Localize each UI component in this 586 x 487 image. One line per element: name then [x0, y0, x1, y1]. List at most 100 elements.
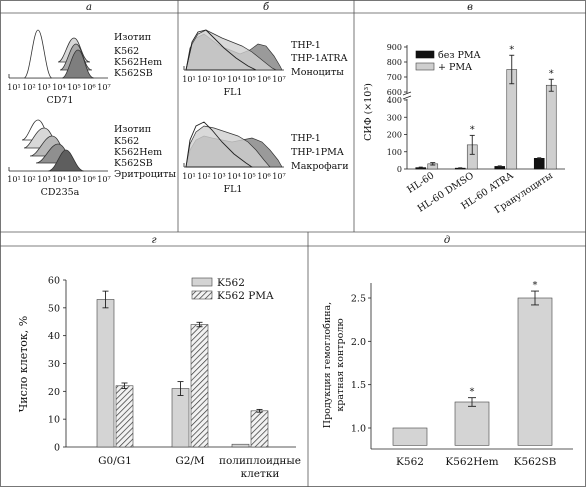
y-tick-label: 900 — [387, 43, 402, 52]
legend-swatch-k562-pma — [191, 290, 213, 300]
tick-label: 10⁶ — [257, 75, 270, 84]
tick-label: 10⁷ — [97, 83, 110, 92]
x-axis-label-cd235a: CD235a — [41, 187, 80, 198]
tick-label: 10² — [197, 75, 210, 84]
tick-label: 10² — [197, 172, 210, 181]
y-tick-label: 60 — [48, 276, 60, 287]
bar-k562 — [231, 443, 250, 448]
tick-label: 10⁴ — [227, 75, 240, 84]
x-axis-label-fl1: FL1 — [224, 184, 243, 195]
bar-hemoglobin — [454, 401, 490, 446]
legend-without-pma: без PMA — [438, 50, 481, 61]
panel-label-g: г — [151, 235, 156, 246]
bar-without-pma — [533, 158, 545, 170]
category-label: G2/M — [175, 455, 205, 467]
bar-with-pma — [545, 84, 557, 170]
isotype-peak — [23, 29, 53, 79]
legend-thp1: THP-1 — [291, 133, 321, 144]
y-tick-label: 300 — [387, 113, 402, 122]
thp1-histogram — [185, 29, 257, 71]
legend-k562: K562 — [114, 46, 139, 57]
bar-k562-pma — [115, 385, 134, 448]
tick-label: 10⁵ — [67, 83, 80, 92]
significance-star: * — [470, 387, 475, 398]
bar-hemoglobin — [392, 427, 428, 446]
legend-k562sb: K562SB — [114, 68, 153, 79]
bar-k562 — [96, 299, 115, 448]
significance-star: * — [549, 68, 554, 79]
legend-swatch-with-pma — [415, 62, 435, 71]
tick-label: 10³ — [212, 75, 225, 84]
category-label: K562 — [396, 456, 424, 468]
tick-label: 10³ — [37, 83, 50, 92]
significance-star: * — [533, 280, 538, 291]
bar-k562 — [171, 388, 190, 448]
tick-label: 10¹ — [7, 175, 20, 184]
panel-b-bottom-ticks: 10¹ 10² 10³ 10⁴ 10⁵ 10⁶ 10⁷ FL1 — [182, 172, 285, 195]
bar-hemoglobin — [517, 297, 553, 446]
panel-a-top-ticks: 10¹ 10² 10³ 10⁴ 10⁵ 10⁶ 10⁷ CD71 — [7, 83, 110, 106]
y-tick-label: 700 — [387, 73, 402, 82]
tick-label: 10² — [22, 83, 35, 92]
legend-isotype: Изотип — [114, 124, 151, 135]
tick-label: 10¹ — [7, 83, 20, 92]
legend-swatch-k562 — [191, 277, 213, 287]
significance-star: * — [470, 124, 475, 135]
y-tick-label: 0 — [397, 165, 402, 174]
category-label: K562SB — [514, 456, 557, 468]
bar-k562-pma — [190, 324, 209, 448]
legend-thp1pma: THP-1PMA — [291, 147, 344, 158]
category-label: K562Hem — [445, 456, 498, 468]
tick-label: 10⁵ — [242, 75, 255, 84]
chart-d: 1.0 1.5 2.0 2.5 Продукция гемоглобина, кратна… — [322, 280, 573, 468]
category-label: клетки — [241, 468, 280, 480]
legend-monocytes: Моноциты — [291, 67, 344, 78]
chart-g: 0 10 20 30 40 50 60 Число клеток, % G0/G1 G2/M пол… — [17, 276, 301, 481]
y-tick-label: 50 — [48, 303, 60, 314]
legend-k562sb: K562SB — [114, 158, 153, 169]
category-label: HL-60 — [405, 170, 436, 196]
y-axis-label-line1: Продукция гемоглобина, — [322, 302, 333, 428]
y-tick-label: 10 — [48, 415, 60, 426]
panel-b-bottom-histogram — [183, 121, 284, 168]
bar-with-pma — [506, 69, 518, 170]
y-tick-label: 2.5 — [351, 294, 366, 305]
y-tick-label: 600 — [387, 88, 402, 97]
axis-break-mark — [402, 95, 412, 100]
tick-label: 10¹ — [182, 172, 195, 181]
category-label: G0/G1 — [98, 455, 132, 467]
panel-label-a: а — [86, 2, 92, 13]
y-tick-label: 40 — [48, 331, 60, 342]
tick-label: 10⁷ — [272, 75, 285, 84]
panel-a-bottom-histogram — [8, 119, 108, 172]
tick-label: 10⁶ — [82, 175, 95, 184]
legend-thp1: THP-1 — [291, 40, 321, 51]
legend-k562hem: K562Hem — [114, 147, 162, 158]
tick-label: 10³ — [212, 172, 225, 181]
legend-macrophages: Макрофаги — [291, 161, 349, 172]
tick-label: 10⁴ — [52, 83, 65, 92]
tick-label: 10⁴ — [52, 175, 65, 184]
erythrocytes-peak — [47, 149, 85, 172]
panel-b-top-legend: THP-1 THP-1ATRA Моноциты — [291, 40, 348, 78]
category-label: полиплоидные — [219, 455, 301, 467]
panel-a-bottom-legend: Изотип K562 K562Hem K562SB Эритроциты — [114, 124, 176, 180]
y-tick-label: 800 — [387, 58, 402, 67]
tick-label: 10⁵ — [67, 175, 80, 184]
bar-k562-pma — [250, 410, 269, 448]
panel-label-b: б — [263, 2, 270, 13]
axis-break-mark — [402, 91, 412, 96]
y-tick-label: 20 — [48, 387, 60, 398]
tick-label: 10⁷ — [272, 172, 285, 181]
y-tick-label: 400 — [387, 96, 402, 105]
thp1pma-histogram — [185, 125, 271, 168]
panel-b-top-histogram — [183, 29, 284, 71]
panel-b-bottom-legend: THP-1 THP-1PMA Макрофаги — [291, 133, 349, 172]
tick-label: 10² — [22, 175, 35, 184]
panel-a-top-histogram — [8, 29, 108, 79]
y-tick-label: 200 — [387, 131, 402, 140]
legend-k562: K562 — [217, 277, 245, 289]
y-axis-label-line2: кратная контролю — [335, 318, 346, 411]
tick-label: 10⁷ — [97, 175, 110, 184]
